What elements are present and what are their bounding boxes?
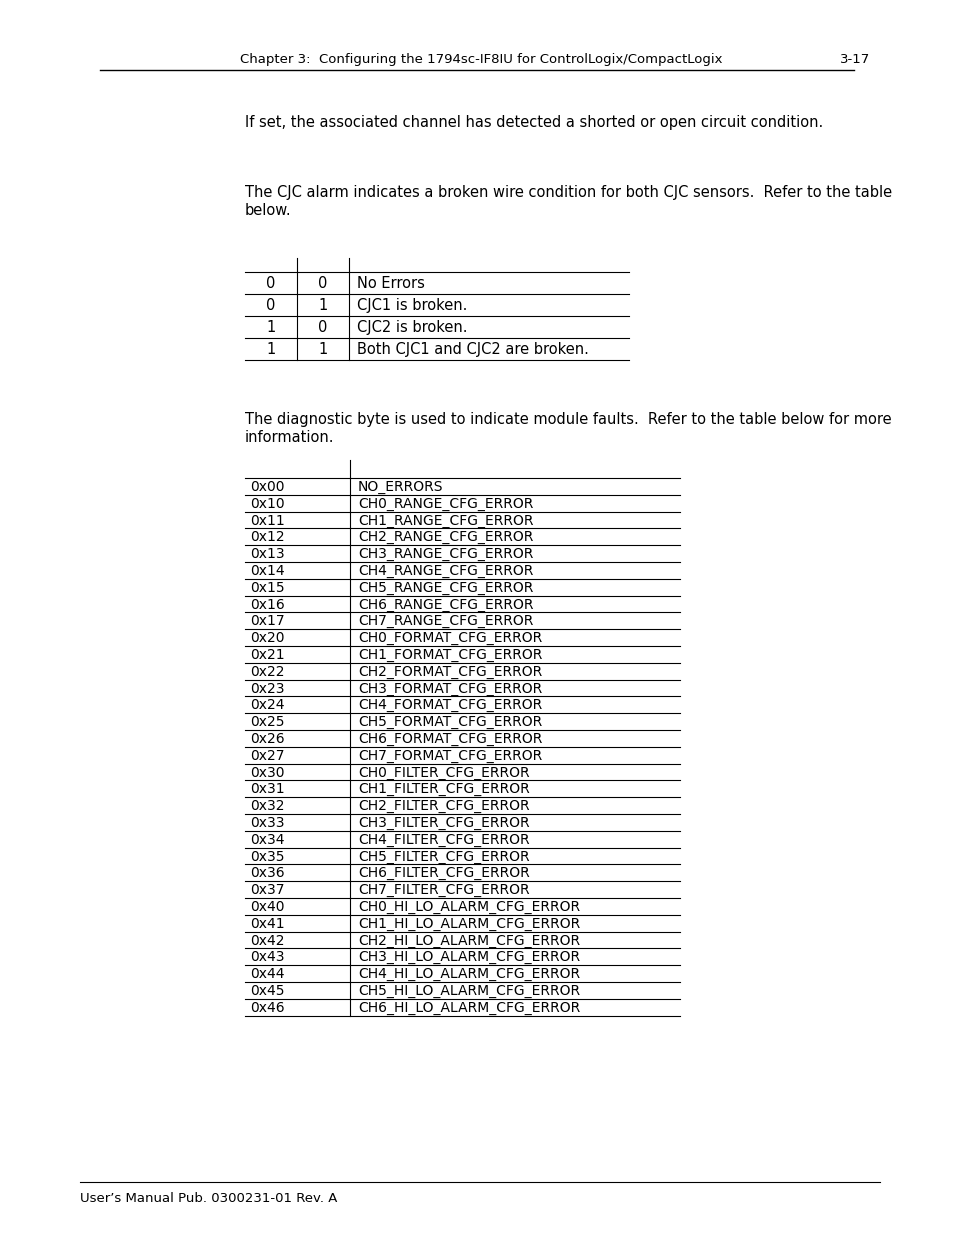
Text: Chapter 3:  Configuring the 1794sc-IF8IU for ControlLogix/CompactLogix: Chapter 3: Configuring the 1794sc-IF8IU … <box>240 53 721 65</box>
Text: 0x27: 0x27 <box>250 748 284 763</box>
Text: The diagnostic byte is used to indicate module faults.  Refer to the table below: The diagnostic byte is used to indicate … <box>245 412 891 427</box>
Text: 0x41: 0x41 <box>250 916 284 931</box>
Text: CJC2 is broken.: CJC2 is broken. <box>356 320 467 335</box>
Text: If set, the associated channel has detected a shorted or open circuit condition.: If set, the associated channel has detec… <box>245 115 822 130</box>
Text: 0x10: 0x10 <box>250 496 284 511</box>
Text: 0x30: 0x30 <box>250 766 284 779</box>
Text: 0x25: 0x25 <box>250 715 284 729</box>
Text: CH1_HI_LO_ALARM_CFG_ERROR: CH1_HI_LO_ALARM_CFG_ERROR <box>357 916 579 931</box>
Text: 0x13: 0x13 <box>250 547 284 561</box>
Text: CH4_HI_LO_ALARM_CFG_ERROR: CH4_HI_LO_ALARM_CFG_ERROR <box>357 967 579 981</box>
Text: 0x22: 0x22 <box>250 664 284 679</box>
Text: 0: 0 <box>318 275 327 291</box>
Text: 0x17: 0x17 <box>250 614 284 629</box>
Text: CH3_HI_LO_ALARM_CFG_ERROR: CH3_HI_LO_ALARM_CFG_ERROR <box>357 951 579 965</box>
Text: 0x16: 0x16 <box>250 598 284 611</box>
Text: 0x11: 0x11 <box>250 514 284 527</box>
Text: 0x23: 0x23 <box>250 682 284 695</box>
Text: CH0_FORMAT_CFG_ERROR: CH0_FORMAT_CFG_ERROR <box>357 631 541 645</box>
Text: 0x35: 0x35 <box>250 850 284 863</box>
Text: CH6_RANGE_CFG_ERROR: CH6_RANGE_CFG_ERROR <box>357 598 533 611</box>
Text: CH3_FORMAT_CFG_ERROR: CH3_FORMAT_CFG_ERROR <box>357 682 541 695</box>
Text: 0x43: 0x43 <box>250 951 284 965</box>
Text: 0x40: 0x40 <box>250 900 284 914</box>
Text: The CJC alarm indicates a broken wire condition for both CJC sensors.  Refer to : The CJC alarm indicates a broken wire co… <box>245 185 891 200</box>
Text: CJC1 is broken.: CJC1 is broken. <box>356 298 467 312</box>
Text: CH1_FORMAT_CFG_ERROR: CH1_FORMAT_CFG_ERROR <box>357 648 542 662</box>
Text: 0x34: 0x34 <box>250 832 284 847</box>
Text: CH4_FORMAT_CFG_ERROR: CH4_FORMAT_CFG_ERROR <box>357 699 541 713</box>
Text: 0x44: 0x44 <box>250 967 284 981</box>
Text: 0x32: 0x32 <box>250 799 284 813</box>
Text: CH3_RANGE_CFG_ERROR: CH3_RANGE_CFG_ERROR <box>357 547 533 561</box>
Text: CH2_HI_LO_ALARM_CFG_ERROR: CH2_HI_LO_ALARM_CFG_ERROR <box>357 934 579 947</box>
Text: 1: 1 <box>318 298 327 312</box>
Text: 1: 1 <box>318 342 327 357</box>
Text: CH2_RANGE_CFG_ERROR: CH2_RANGE_CFG_ERROR <box>357 530 533 545</box>
Text: 0x45: 0x45 <box>250 984 284 998</box>
Text: No Errors: No Errors <box>356 275 424 291</box>
Text: 0x24: 0x24 <box>250 699 284 713</box>
Text: CH7_FORMAT_CFG_ERROR: CH7_FORMAT_CFG_ERROR <box>357 748 541 763</box>
Text: 0x00: 0x00 <box>250 480 284 494</box>
Text: Both CJC1 and CJC2 are broken.: Both CJC1 and CJC2 are broken. <box>356 342 588 357</box>
Text: CH5_RANGE_CFG_ERROR: CH5_RANGE_CFG_ERROR <box>357 580 533 595</box>
Text: CH0_HI_LO_ALARM_CFG_ERROR: CH0_HI_LO_ALARM_CFG_ERROR <box>357 900 579 914</box>
Text: 0x15: 0x15 <box>250 580 284 595</box>
Text: CH7_RANGE_CFG_ERROR: CH7_RANGE_CFG_ERROR <box>357 614 533 629</box>
Text: CH7_FILTER_CFG_ERROR: CH7_FILTER_CFG_ERROR <box>357 883 529 897</box>
Text: 0: 0 <box>266 298 275 312</box>
Text: 0: 0 <box>318 320 327 335</box>
Text: CH6_FORMAT_CFG_ERROR: CH6_FORMAT_CFG_ERROR <box>357 732 542 746</box>
Text: 0x26: 0x26 <box>250 732 284 746</box>
Text: 0x42: 0x42 <box>250 934 284 947</box>
Text: CH2_FILTER_CFG_ERROR: CH2_FILTER_CFG_ERROR <box>357 799 529 813</box>
Text: 0x12: 0x12 <box>250 530 284 545</box>
Text: CH6_HI_LO_ALARM_CFG_ERROR: CH6_HI_LO_ALARM_CFG_ERROR <box>357 1000 579 1015</box>
Text: 0x14: 0x14 <box>250 564 284 578</box>
Text: 0x36: 0x36 <box>250 867 284 881</box>
Text: CH4_RANGE_CFG_ERROR: CH4_RANGE_CFG_ERROR <box>357 564 533 578</box>
Text: CH1_RANGE_CFG_ERROR: CH1_RANGE_CFG_ERROR <box>357 514 533 527</box>
Text: 1: 1 <box>266 320 275 335</box>
Text: NO_ERRORS: NO_ERRORS <box>357 480 443 494</box>
Text: CH0_FILTER_CFG_ERROR: CH0_FILTER_CFG_ERROR <box>357 766 529 779</box>
Text: CH6_FILTER_CFG_ERROR: CH6_FILTER_CFG_ERROR <box>357 867 529 881</box>
Text: 0x21: 0x21 <box>250 648 284 662</box>
Text: 0: 0 <box>266 275 275 291</box>
Text: 0x20: 0x20 <box>250 631 284 645</box>
Text: User’s Manual Pub. 0300231-01 Rev. A: User’s Manual Pub. 0300231-01 Rev. A <box>80 1192 337 1205</box>
Text: CH5_HI_LO_ALARM_CFG_ERROR: CH5_HI_LO_ALARM_CFG_ERROR <box>357 984 579 998</box>
Text: CH5_FORMAT_CFG_ERROR: CH5_FORMAT_CFG_ERROR <box>357 715 541 729</box>
Text: CH4_FILTER_CFG_ERROR: CH4_FILTER_CFG_ERROR <box>357 832 529 847</box>
Text: 0x31: 0x31 <box>250 783 284 797</box>
Text: CH5_FILTER_CFG_ERROR: CH5_FILTER_CFG_ERROR <box>357 850 529 863</box>
Text: 0x37: 0x37 <box>250 883 284 897</box>
Text: 0x33: 0x33 <box>250 816 284 830</box>
Text: below.: below. <box>245 203 292 219</box>
Text: 0x46: 0x46 <box>250 1000 284 1015</box>
Text: CH0_RANGE_CFG_ERROR: CH0_RANGE_CFG_ERROR <box>357 496 533 511</box>
Text: 1: 1 <box>266 342 275 357</box>
Text: CH1_FILTER_CFG_ERROR: CH1_FILTER_CFG_ERROR <box>357 783 529 797</box>
Text: CH3_FILTER_CFG_ERROR: CH3_FILTER_CFG_ERROR <box>357 816 529 830</box>
Text: CH2_FORMAT_CFG_ERROR: CH2_FORMAT_CFG_ERROR <box>357 664 541 679</box>
Text: information.: information. <box>245 430 335 445</box>
Text: 3-17: 3-17 <box>840 53 869 65</box>
